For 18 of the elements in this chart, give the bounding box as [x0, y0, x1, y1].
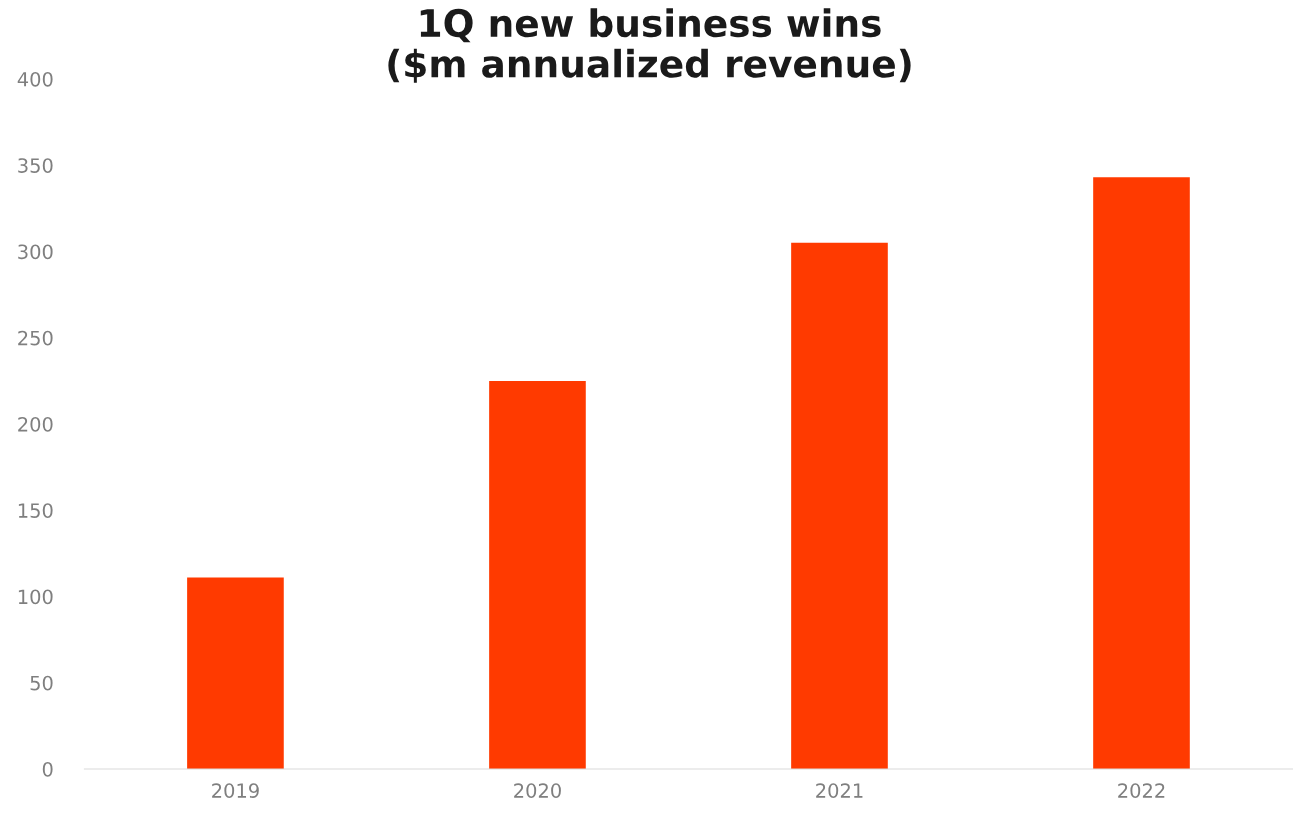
y-tick-label: 100 — [18, 589, 53, 605]
bar — [791, 242, 888, 770]
x-tick-label: 2021 — [816, 783, 863, 798]
x-tick-label: 2022 — [1118, 783, 1165, 798]
y-tick-label: 150 — [18, 503, 53, 518]
chart-title: 1Q new business wins ($m annualized revenue) — [388, 8, 911, 83]
bar — [187, 577, 284, 770]
y-tick-label: 250 — [18, 330, 53, 346]
x-tick-label: 2019 — [212, 783, 259, 798]
y-tick-label: 350 — [18, 158, 53, 173]
bar — [489, 380, 586, 770]
x-tick-label: 2020 — [514, 783, 561, 798]
y-tick-label: 50 — [30, 675, 53, 691]
bar — [1093, 177, 1190, 770]
y-tick-label: 400 — [17, 71, 53, 87]
y-tick-label: 300 — [18, 244, 53, 260]
y-tick-label: 200 — [18, 416, 53, 432]
y-tick-label: 0 — [42, 761, 53, 777]
